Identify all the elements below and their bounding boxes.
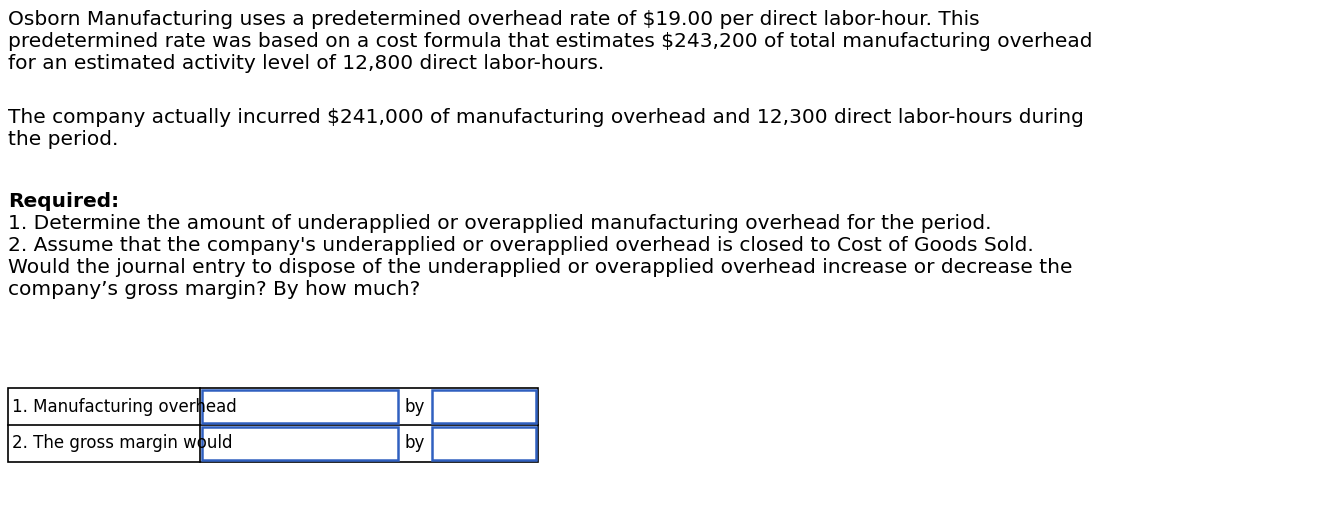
Bar xyxy=(202,427,398,460)
Text: The company actually incurred $241,000 of manufacturing overhead and 12,300 dire: The company actually incurred $241,000 o… xyxy=(8,108,1083,127)
Text: by: by xyxy=(405,434,425,453)
Text: company’s gross margin? By how much?: company’s gross margin? By how much? xyxy=(8,280,421,299)
Text: 1. Manufacturing overhead: 1. Manufacturing overhead xyxy=(12,397,237,416)
Text: 2. Assume that the company's underapplied or overapplied overhead is closed to C: 2. Assume that the company's underapplie… xyxy=(8,236,1034,255)
Text: by: by xyxy=(405,397,425,416)
Bar xyxy=(431,427,536,460)
Text: the period.: the period. xyxy=(8,130,118,149)
Text: predetermined rate was based on a cost formula that estimates $243,200 of total : predetermined rate was based on a cost f… xyxy=(8,32,1093,51)
Text: Would the journal entry to dispose of the underapplied or overapplied overhead i: Would the journal entry to dispose of th… xyxy=(8,258,1073,277)
Text: for an estimated activity level of 12,800 direct labor-hours.: for an estimated activity level of 12,80… xyxy=(8,54,605,73)
Text: 2. The gross margin would: 2. The gross margin would xyxy=(12,434,233,453)
Bar xyxy=(8,388,538,462)
Bar xyxy=(431,390,536,423)
Text: Required:: Required: xyxy=(8,192,120,211)
Text: 1. Determine the amount of underapplied or overapplied manufacturing overhead fo: 1. Determine the amount of underapplied … xyxy=(8,214,992,233)
Bar xyxy=(202,390,398,423)
Text: Osborn Manufacturing uses a predetermined overhead rate of $19.00 per direct lab: Osborn Manufacturing uses a predetermine… xyxy=(8,10,980,29)
